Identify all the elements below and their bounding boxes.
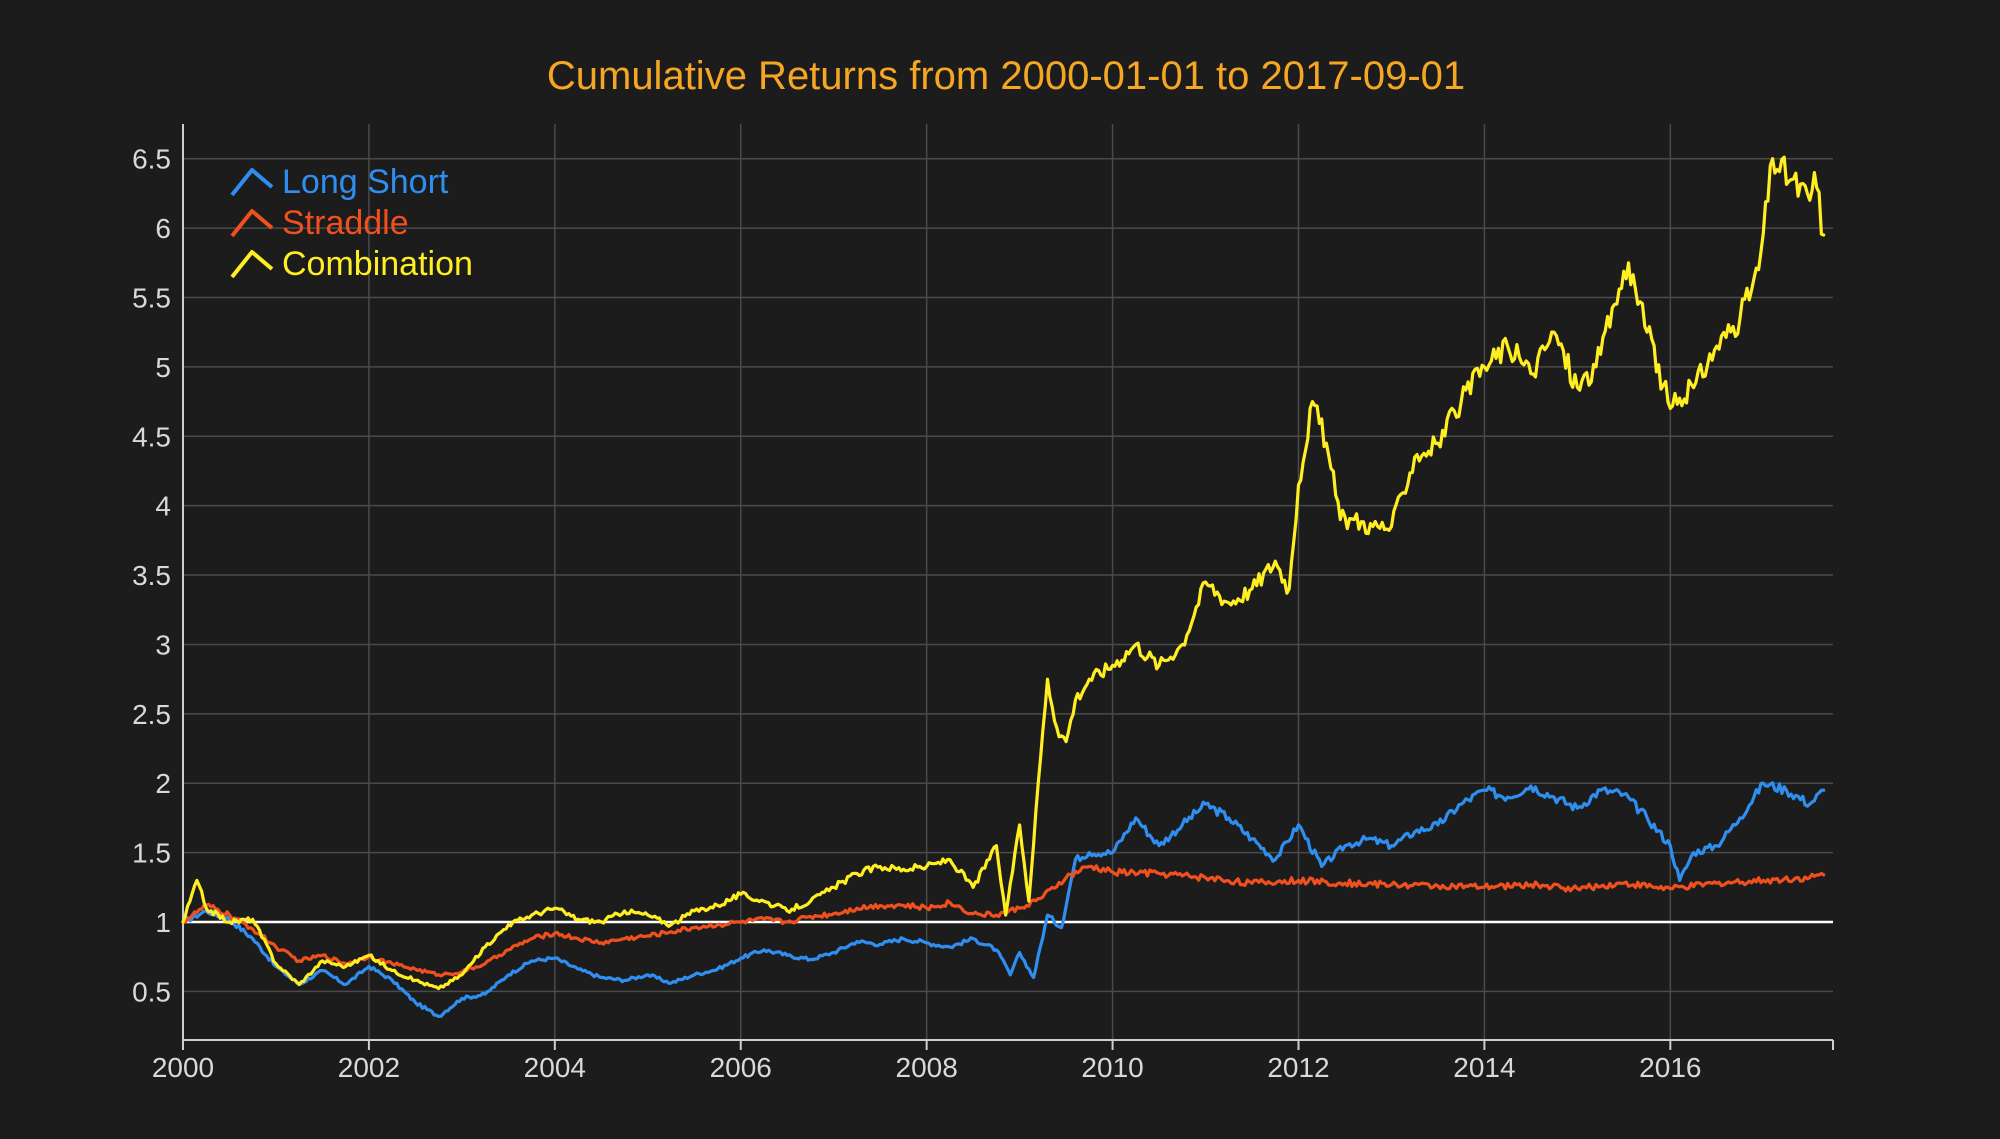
x-tick-label: 2014 [1453,1052,1515,1083]
y-tick-label: 3 [155,629,171,660]
y-tick-label: 3.5 [132,560,171,591]
y-tick-label: 2.5 [132,699,171,730]
legend-label: Straddle [282,204,409,242]
x-tick-label: 2012 [1267,1052,1329,1083]
y-tick-label: 4 [155,491,171,522]
y-tick-label: 1 [155,907,171,938]
x-tick-label: 2004 [524,1052,586,1083]
y-tick-label: 0.5 [132,976,171,1007]
x-tick-label: 2016 [1639,1052,1701,1083]
series-line-straddle [181,864,1826,978]
legend-label: Combination [282,245,473,283]
y-tick-label: 2 [155,768,171,799]
chart-title: Cumulative Returns from 2000-01-01 to 20… [547,54,1465,98]
x-tick-label: 2010 [1081,1052,1143,1083]
series-layer [181,155,1826,1018]
x-tick-label: 2000 [152,1052,214,1083]
y-tick-label: 6 [155,213,171,244]
x-tick-label: 2006 [710,1052,772,1083]
y-tick-label: 4.5 [132,421,171,452]
legend-swatch-icon [230,250,274,279]
y-tick-label: 6.5 [132,144,171,175]
y-tick-label: 5.5 [132,282,171,313]
x-tick-label: 2008 [896,1052,958,1083]
axis-layer: 0.5 1 1.5 2 2.5 3 3.5 4 4.5 5 5.5 6 6.5 2000 2002 2004 2… [132,124,1834,1083]
y-tick-label: 5 [155,352,171,383]
series-line-combination [181,155,1826,991]
y-tick-label: 1.5 [132,838,171,869]
legend-label: Long Short [282,163,449,201]
legend-swatch-icon [230,168,274,197]
legend-swatch-icon [230,209,274,238]
x-tick-label: 2002 [338,1052,400,1083]
series-line-long-short [181,781,1826,1018]
